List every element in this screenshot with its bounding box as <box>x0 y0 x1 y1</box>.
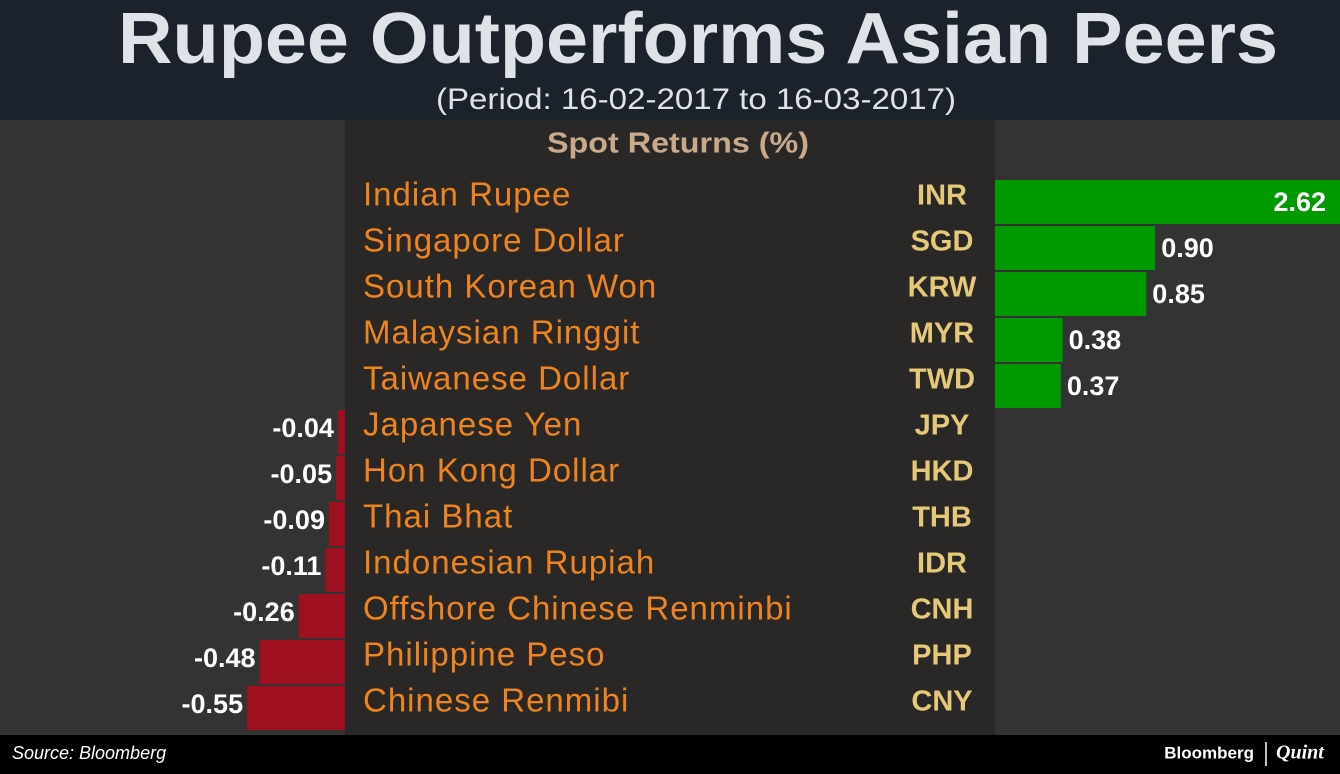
currency-code: TWD <box>909 364 975 396</box>
value-label: 0.85 <box>1152 279 1205 309</box>
bar <box>259 640 345 684</box>
currency-code: INR <box>917 180 967 212</box>
value-label: 0.38 <box>1069 325 1122 355</box>
bar <box>298 594 345 638</box>
bar <box>995 318 1063 362</box>
currency-code: CNH <box>911 594 974 626</box>
bar <box>336 456 345 500</box>
currency-code: MYR <box>910 318 975 350</box>
header-band <box>0 0 1340 120</box>
category-label: Malaysian Ringgit <box>363 314 640 351</box>
footer-band <box>0 735 1340 774</box>
value-label: 2.62 <box>1273 187 1326 217</box>
value-label: -0.04 <box>272 413 334 443</box>
bar <box>337 410 345 454</box>
value-label: -0.11 <box>261 551 321 581</box>
currency-code: CNY <box>911 686 972 718</box>
bar <box>995 180 1340 224</box>
currency-code: KRW <box>908 272 977 304</box>
value-label: -0.48 <box>194 643 256 673</box>
currency-code: IDR <box>917 548 967 580</box>
category-label: South Korean Won <box>363 268 657 305</box>
value-label: -0.09 <box>263 505 325 535</box>
category-label: Offshore Chinese Renminbi <box>363 590 793 627</box>
category-label: Thai Bhat <box>363 498 513 535</box>
currency-code: THB <box>912 502 972 534</box>
bar <box>995 272 1147 316</box>
currency-code: JPY <box>915 410 970 442</box>
currency-code: HKD <box>911 456 974 488</box>
bar <box>325 548 345 592</box>
category-label: Singapore Dollar <box>363 222 625 259</box>
currency-code: SGD <box>911 226 974 258</box>
value-label: -0.05 <box>271 459 333 489</box>
brand-partner: Quint <box>1276 742 1325 764</box>
value-label: 0.90 <box>1161 233 1214 263</box>
bar <box>995 364 1061 408</box>
label-panel <box>345 120 995 735</box>
category-label: Hon Kong Dollar <box>363 452 620 489</box>
currency-code: PHP <box>912 640 972 672</box>
column-header: Spot Returns (%) <box>547 128 809 160</box>
category-label: Taiwanese Dollar <box>363 360 630 397</box>
category-label: Indonesian Rupiah <box>363 544 655 581</box>
chart-subtitle: (Period: 16-02-2017 to 16-03-2017) <box>436 83 956 116</box>
bar <box>328 502 345 546</box>
value-label: -0.55 <box>182 689 244 719</box>
category-label: Indian Rupee <box>363 176 571 213</box>
source-note: Source: Bloomberg <box>12 743 166 763</box>
category-label: Japanese Yen <box>363 406 582 443</box>
category-label: Chinese Renmibi <box>363 682 629 719</box>
bar <box>247 686 345 730</box>
brand: Bloomberg <box>1164 743 1254 762</box>
value-label: 0.37 <box>1067 371 1120 401</box>
category-label: Philippine Peso <box>363 636 606 673</box>
chart-title: Rupee Outperforms Asian Peers <box>118 0 1278 79</box>
value-label: -0.26 <box>233 597 295 627</box>
bar <box>995 226 1156 270</box>
